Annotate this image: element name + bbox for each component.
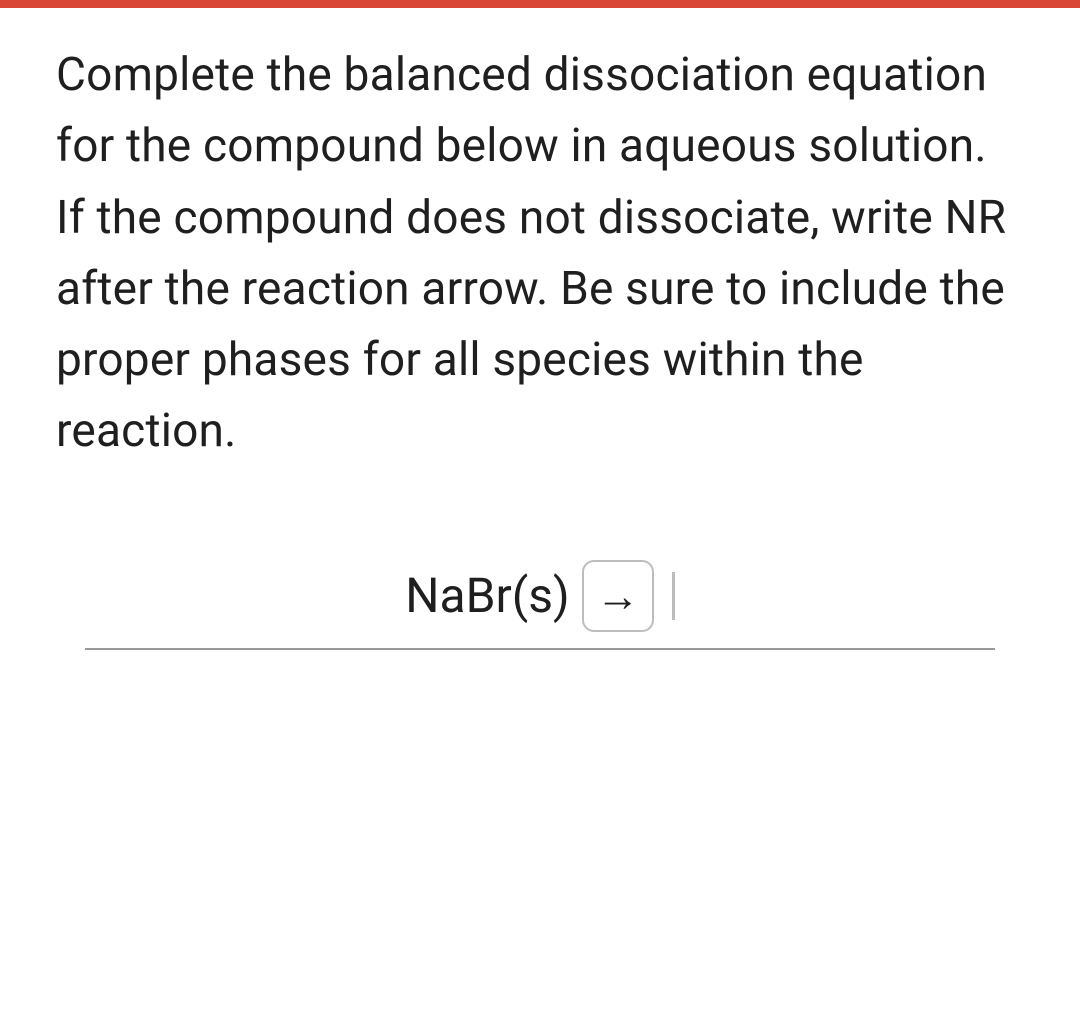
accent-top-bar (0, 0, 1080, 8)
question-prompt: Complete the balanced dissociation equat… (56, 40, 1024, 468)
input-cursor-caret (672, 572, 675, 620)
content-area: Complete the balanced dissociation equat… (0, 8, 1080, 650)
equation-input-area[interactable]: NaBr(s) → (85, 560, 995, 650)
equation-reactant: NaBr(s) (405, 567, 569, 624)
reaction-arrow-button[interactable]: → (582, 560, 654, 632)
